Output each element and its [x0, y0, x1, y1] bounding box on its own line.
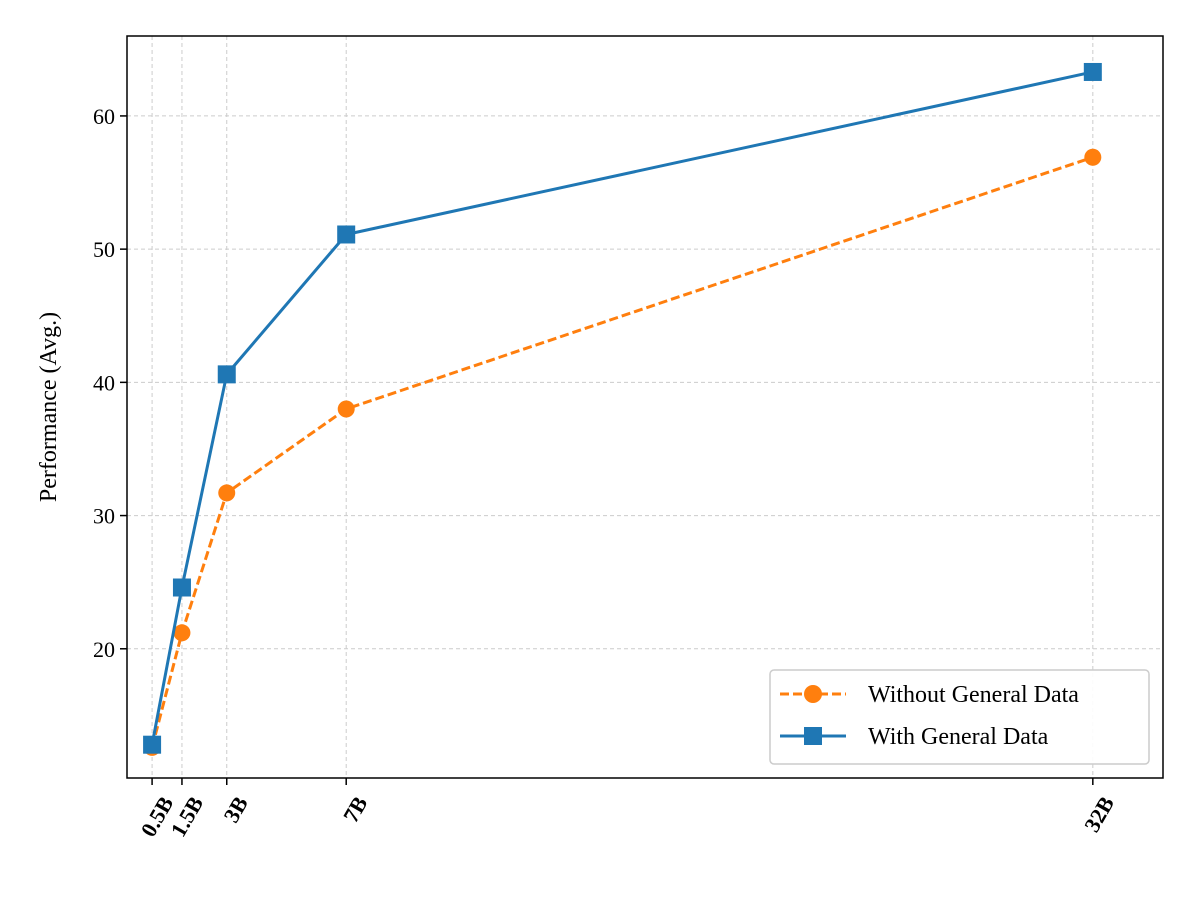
- x-tick-label: 1.5B: [165, 792, 208, 841]
- legend-item-without-general-data: Without General Data: [780, 682, 1079, 708]
- legend-marker-square: [804, 727, 822, 745]
- data-point-circle: [1084, 148, 1102, 166]
- data-point-square: [337, 225, 356, 244]
- y-tick-label: 60: [93, 104, 115, 129]
- series-lines: [143, 62, 1102, 756]
- legend-marker-circle: [804, 685, 822, 703]
- x-tick-label: 7B: [338, 792, 373, 827]
- plot-area-frame: [126, 35, 1164, 779]
- data-point-square: [1083, 62, 1102, 81]
- data-point-circle: [173, 624, 191, 642]
- data-point-square: [143, 735, 162, 754]
- legend: Without General Data With General Data: [769, 669, 1150, 765]
- y-tick-label: 30: [93, 504, 115, 529]
- series-line-without-general-data: [150, 155, 1094, 748]
- legend-item-with-general-data: With General Data: [780, 724, 1049, 750]
- data-point-circle: [218, 484, 236, 502]
- data-point-circle: [337, 400, 355, 418]
- legend-label-with-general-data: With General Data: [868, 724, 1049, 750]
- y-axis-label: Performance (Avg.): [36, 312, 62, 502]
- series-without-general-data: [143, 148, 1102, 756]
- grid-lines: [127, 36, 1163, 778]
- y-tick-label: 50: [93, 237, 115, 262]
- y-tick-label: 20: [93, 637, 115, 662]
- series-line-with-general-data: [150, 70, 1094, 745]
- legend-label-without-general-data: Without General Data: [868, 682, 1079, 708]
- series-with-general-data: [143, 62, 1102, 754]
- y-tick-label: 40: [93, 370, 115, 395]
- data-point-square: [172, 578, 191, 597]
- x-tick-label: 3B: [218, 792, 253, 827]
- x-tick-label: 32B: [1079, 792, 1119, 837]
- data-point-square: [217, 365, 236, 384]
- legend-box: [769, 669, 1150, 765]
